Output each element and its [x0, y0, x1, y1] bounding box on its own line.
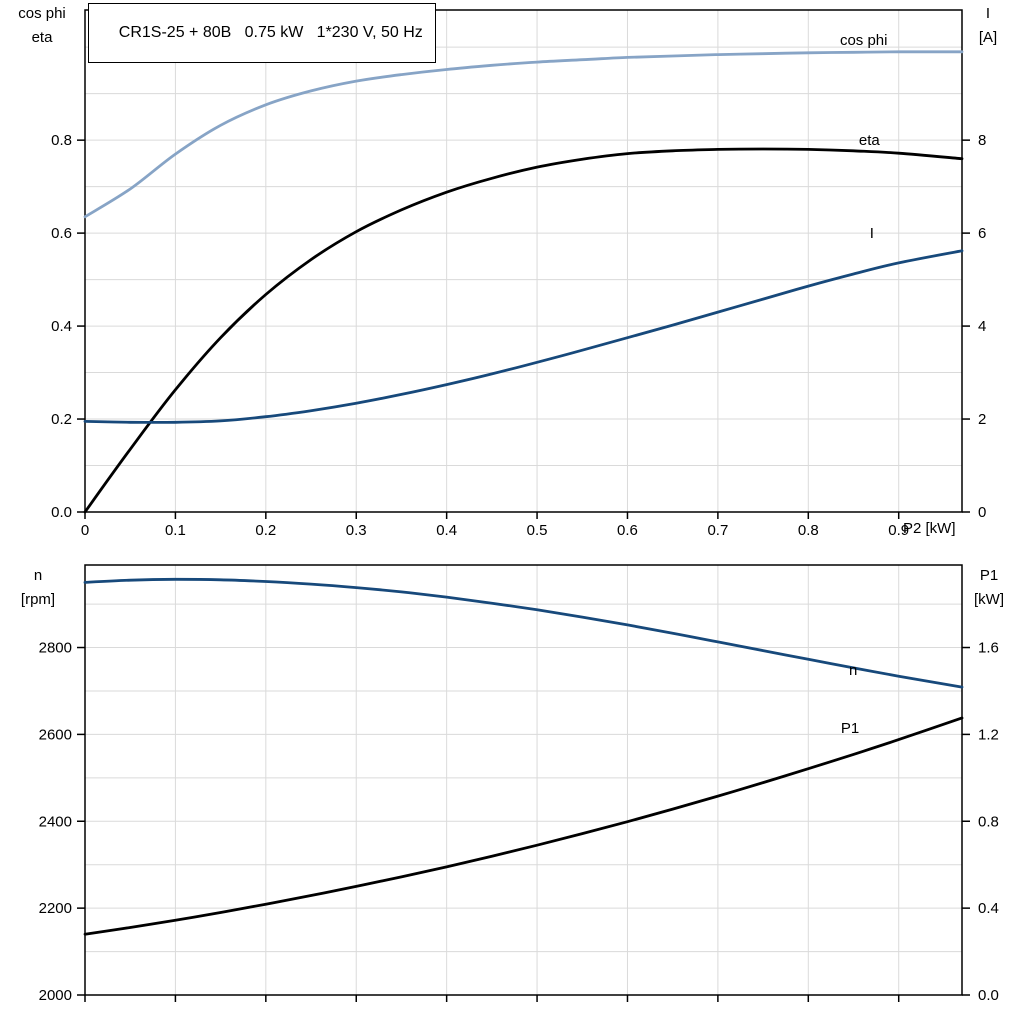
y-tick-label-left: 0.6 — [51, 225, 72, 242]
right-axis-title-bottom-line2: [kW] — [974, 591, 1004, 608]
x-tick-label: 0.5 — [527, 522, 548, 539]
y-tick-label-left: 2000 — [39, 987, 72, 1004]
left-axis-title-line1: cos phi — [18, 5, 66, 22]
left-axis-title-line2: eta — [31, 29, 53, 46]
y-tick-label-right: 4 — [978, 318, 986, 335]
curve-current — [83, 249, 964, 424]
x-tick-label: 0.4 — [436, 522, 457, 539]
y-tick-label-left: 2600 — [39, 726, 72, 743]
y-tick-label-right: 0 — [978, 504, 986, 521]
y-tick-label-left: 2800 — [39, 640, 72, 657]
x-tick-label: 0.8 — [798, 522, 819, 539]
y-tick-label-right: 1.2 — [978, 726, 999, 743]
y-tick-label-right: 0.4 — [978, 900, 999, 917]
curve-speed — [83, 577, 964, 689]
y-tick-label-left: 2400 — [39, 813, 72, 830]
chart-title-box: CR1S-25 + 80B 0.75 kW 1*230 V, 50 Hz — [88, 3, 436, 63]
y-tick-label-left: 0.2 — [51, 411, 72, 428]
left-axis-title-bottom-line2: [rpm] — [20, 591, 56, 608]
y-tick-label-right: 0.0 — [978, 987, 999, 1004]
curve-eta — [83, 147, 964, 514]
x-axis-title: P2 [kW] — [903, 520, 956, 537]
curve-label-p1: P1 — [841, 720, 859, 737]
x-tick-label: 0.7 — [707, 522, 728, 539]
x-tick-label: 0.6 — [617, 522, 638, 539]
y-tick-label-right: 6 — [978, 225, 986, 242]
right-axis-title-line1: I — [985, 5, 991, 22]
chart-title: CR1S-25 + 80B 0.75 kW 1*230 V, 50 Hz — [118, 24, 423, 41]
left-axis-title-top: cos phi eta — [4, 2, 80, 50]
y-tick-label-right: 2 — [978, 411, 986, 428]
y-tick-label-left: 2200 — [39, 900, 72, 917]
curve-label-current: I — [870, 225, 874, 242]
x-tick-label: 0.1 — [165, 522, 186, 539]
y-tick-label-left: 0.4 — [51, 318, 72, 335]
curve-label-eta: eta — [859, 132, 881, 149]
left-axis-title-bottom: n [rpm] — [4, 564, 72, 612]
y-tick-label-right: 1.6 — [978, 640, 999, 657]
right-axis-title-bottom-line1: P1 — [979, 567, 999, 584]
plot-border — [84, 9, 963, 513]
y-tick-label-left: 0.8 — [51, 132, 72, 149]
right-axis-title-line2: [A] — [978, 29, 998, 46]
curve-p1 — [83, 716, 964, 936]
x-tick-label: 0.3 — [346, 522, 367, 539]
y-tick-label-right: 0.8 — [978, 813, 999, 830]
y-tick-label-right: 8 — [978, 132, 986, 149]
x-tick-label: 0 — [81, 522, 89, 539]
right-axis-title-bottom: P1 [kW] — [960, 564, 1018, 612]
left-axis-title-bottom-line1: n — [33, 567, 43, 584]
y-tick-label-left: 0.0 — [51, 504, 72, 521]
curve-label-speed: n — [849, 662, 857, 679]
plot-border — [84, 564, 963, 996]
right-axis-title-top: I [A] — [960, 2, 1016, 50]
x-tick-label: 0.9 — [888, 522, 909, 539]
curve-label-cos-phi: cos phi — [840, 32, 888, 49]
curve-cos-phi — [83, 50, 964, 219]
x-tick-label: 0.2 — [255, 522, 276, 539]
